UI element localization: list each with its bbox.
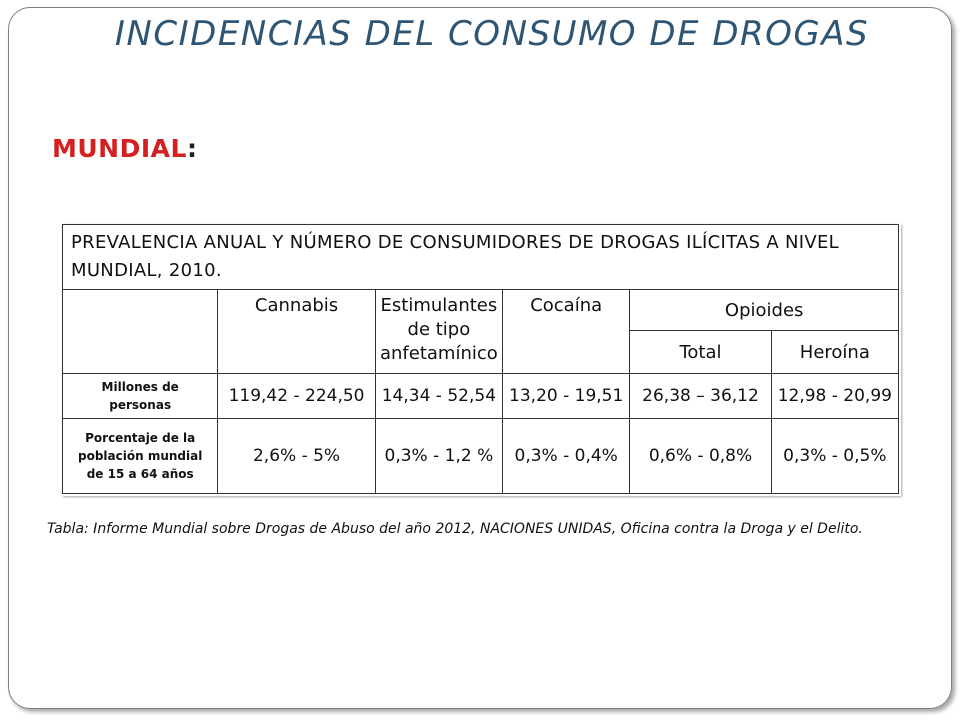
header-stimulants-line: Estimulantes: [380, 295, 498, 316]
row-label-line: Porcentaje de la: [85, 431, 196, 445]
cell-cannabis-percentage: 2,6% - 5%: [217, 418, 376, 494]
row-label-line: Millones de: [101, 380, 179, 394]
cell-stimulants-percentage: 0,3% - 1,2 %: [374, 418, 504, 494]
table-subheader-row: Total Heroína: [63, 330, 900, 374]
slide-frame: [8, 7, 952, 709]
table-row: Millones de personas 119,42 - 224,50 14,…: [61, 373, 900, 419]
row-label-millions: Millones de personas: [61, 373, 219, 419]
cell-heroin-percentage: 0,3% - 0,5%: [770, 418, 900, 494]
table-row: Porcentaje de la población mundial de 15…: [61, 418, 900, 494]
header-opioids: Opioides: [629, 289, 899, 331]
header-opioids-total: Total: [629, 330, 772, 374]
cell-cannabis-millions: 119,42 - 224,50: [217, 373, 376, 419]
cell-heroin-millions: 12,98 - 20,99: [770, 373, 900, 419]
table-caption: Tabla: Informe Mundial sobre Drogas de A…: [47, 521, 863, 537]
section-heading-text: MUNDIAL: [52, 134, 187, 163]
header-cannabis: Cannabis: [217, 289, 376, 374]
header-stimulants: Estimulantes de tipo anfetamínico: [374, 289, 504, 374]
section-heading: MUNDIAL:: [52, 134, 197, 163]
row-label-line: población mundial: [78, 449, 203, 463]
cell-cocaine-millions: 13,20 - 19,51: [502, 373, 631, 419]
cell-opioids-total-millions: 26,38 – 36,12: [629, 373, 772, 419]
table-title-row: PREVALENCIA ANUAL Y NÚMERO DE CONSUMIDOR…: [62, 224, 899, 290]
cell-cocaine-percentage: 0,3% - 0,4%: [502, 418, 631, 494]
table-header-row: Cannabis Estimulantes de tipo anfetamíni…: [61, 289, 899, 374]
slide-title: INCIDENCIAS DEL CONSUMO DE DROGAS: [114, 14, 870, 54]
cell-opioids-total-percentage: 0,6% - 0,8%: [629, 418, 772, 494]
header-heroin: Heroína: [770, 330, 900, 374]
row-label-line: de 15 a 64 años: [86, 467, 194, 481]
header-stimulants-line: anfetamínico: [379, 343, 498, 364]
row-label-percentage: Porcentaje de la población mundial de 15…: [61, 418, 219, 494]
header-stimulants-line: de tipo: [407, 319, 471, 340]
section-heading-colon: :: [186, 134, 198, 163]
header-cocaine: Cocaína: [502, 289, 631, 374]
header-empty-cell: [61, 289, 219, 374]
cell-stimulants-millions: 14,34 - 52,54: [374, 373, 504, 419]
drug-prevalence-table: PREVALENCIA ANUAL Y NÚMERO DE CONSUMIDOR…: [61, 224, 900, 494]
row-label-line: personas: [109, 398, 172, 412]
drug-prevalence-table-image: PREVALENCIA ANUAL Y NÚMERO DE CONSUMIDOR…: [61, 224, 901, 496]
table-title: PREVALENCIA ANUAL Y NÚMERO DE CONSUMIDOR…: [62, 224, 899, 290]
